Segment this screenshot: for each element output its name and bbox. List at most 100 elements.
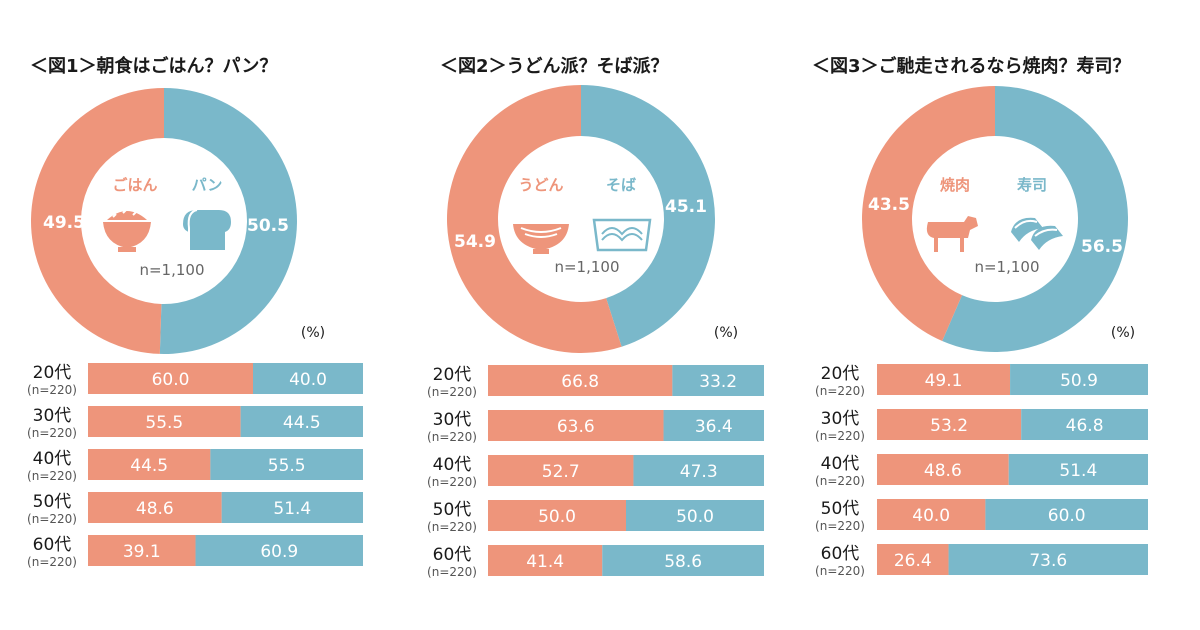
bar-segment-right — [221, 492, 363, 523]
bar-segment-left — [88, 406, 241, 437]
rice-bowl-icon — [103, 209, 151, 252]
bar-label-right: 40.0 — [289, 370, 327, 390]
bar-segment-left — [88, 535, 196, 566]
bar-label-left: 52.7 — [542, 462, 580, 482]
donut-category-right: 寿司 — [1017, 176, 1047, 194]
bar-label-left: 26.4 — [894, 551, 932, 571]
donut-category-right: そば — [606, 176, 636, 194]
bar-segment-left — [88, 449, 211, 480]
category-label: 50代 — [33, 492, 72, 512]
donut-value-left: 54.9 — [454, 232, 496, 252]
bar-label-left: 40.0 — [912, 506, 950, 526]
category-note: (n=220) — [27, 469, 77, 483]
donut-value-right: 50.5 — [247, 216, 289, 236]
bar-label-left: 48.6 — [136, 499, 174, 519]
category-note: (n=220) — [815, 564, 865, 578]
bar-label-right: 55.5 — [268, 456, 306, 476]
bar-segment-right — [602, 545, 764, 576]
category-label: 60代 — [433, 545, 472, 565]
bar-label-left: 55.5 — [145, 413, 183, 433]
category-label: 60代 — [33, 535, 72, 555]
bar-segment-right — [663, 410, 764, 441]
bar-segment-right — [195, 535, 363, 566]
bar-label-left: 39.1 — [123, 542, 161, 562]
category-label: 20代 — [33, 363, 72, 383]
sample-size: n=1,100 — [554, 258, 619, 276]
bar-label-right: 51.4 — [1059, 461, 1097, 481]
unit-label: (%) — [301, 325, 325, 341]
bar-label-left: 41.4 — [526, 552, 564, 572]
bar-label-right: 47.3 — [680, 462, 718, 482]
donut-category-left: 焼肉 — [940, 176, 970, 194]
bar-segment-left — [877, 454, 1009, 485]
bar-segment-left — [877, 409, 1022, 440]
category-note: (n=220) — [27, 555, 77, 569]
bar-label-left: 44.5 — [130, 456, 168, 476]
bar-label-right: 36.4 — [695, 417, 733, 437]
donut-slice-ごはん — [30, 88, 164, 354]
donut-category-left: ごはん — [112, 176, 157, 194]
bar-label-left: 53.2 — [930, 416, 968, 436]
category-label: 30代 — [821, 409, 860, 429]
bar-label-right: 58.6 — [664, 552, 702, 572]
bar-segment-left — [88, 363, 253, 394]
bar-label-left: 48.6 — [924, 461, 962, 481]
category-label: 40代 — [821, 454, 860, 474]
category-note: (n=220) — [815, 519, 865, 533]
chart-panel-3: ＜図3＞ご馳走されるなら焼肉？寿司？ 43.5 56.5 焼肉 寿司 n=1,100 (%)… — [800, 0, 1200, 630]
donut-slice-うどん — [446, 85, 622, 354]
bar-label-left: 50.0 — [538, 507, 576, 527]
bar-segment-right — [985, 499, 1148, 530]
category-label: 40代 — [33, 449, 72, 469]
category-label: 20代 — [433, 365, 472, 385]
category-label: 30代 — [433, 410, 472, 430]
bar-label-right: 33.2 — [699, 372, 737, 392]
bar-segment-right — [253, 363, 363, 394]
unit-label: (%) — [1111, 325, 1135, 341]
donut-slice-寿司 — [942, 86, 1128, 352]
bar-segment-left — [488, 365, 673, 396]
unit-label: (%) — [714, 325, 738, 341]
bar-segment-right — [1008, 454, 1148, 485]
donut-slice-パン — [159, 88, 297, 354]
donut-value-right: 45.1 — [665, 197, 707, 217]
bar-segment-right — [210, 449, 363, 480]
bar-label-right: 46.8 — [1066, 416, 1104, 436]
category-note: (n=220) — [427, 430, 477, 444]
sample-size: n=1,100 — [139, 261, 204, 279]
chart-title: ＜図2＞うどん派？そば派？ — [440, 56, 669, 77]
category-label: 60代 — [821, 544, 860, 564]
category-label: 40代 — [433, 455, 472, 475]
bar-label-left: 60.0 — [152, 370, 190, 390]
bar-label-right: 51.4 — [273, 499, 311, 519]
bar-label-left: 66.8 — [561, 372, 599, 392]
bar-segment-left — [877, 364, 1011, 395]
sample-size: n=1,100 — [974, 258, 1039, 276]
category-label: 20代 — [821, 364, 860, 384]
category-note: (n=220) — [427, 565, 477, 579]
udon-bowl-icon — [513, 224, 569, 254]
category-label: 50代 — [433, 500, 472, 520]
chart-svg-1: ＜図1＞朝食はごはん？パン？ 49.5 50.5 ごはん パン n=1,100 (%) 20代… — [27, 55, 363, 569]
category-label: 30代 — [33, 406, 72, 426]
donut-slice-そば — [581, 85, 715, 347]
bar-label-right: 60.0 — [1048, 506, 1086, 526]
bar-segment-right — [626, 500, 764, 531]
category-note: (n=220) — [27, 383, 77, 397]
chart-title: ＜図1＞朝食はごはん？パン？ — [30, 55, 277, 77]
bar-label-right: 73.6 — [1029, 551, 1067, 571]
category-note: (n=220) — [27, 426, 77, 440]
category-note: (n=220) — [815, 474, 865, 488]
bar-segment-right — [240, 406, 363, 437]
bar-label-right: 60.9 — [260, 542, 298, 562]
category-note: (n=220) — [427, 385, 477, 399]
chart-svg-3: ＜図3＞ご馳走されるなら焼肉？寿司？ 43.5 56.5 焼肉 寿司 n=1,100 (%)… — [812, 55, 1148, 578]
sushi-icon — [1011, 217, 1063, 250]
bar-label-left: 49.1 — [925, 371, 963, 391]
donut-category-left: うどん — [518, 176, 563, 194]
donut-slice-焼肉 — [862, 86, 995, 342]
bar-segment-left — [488, 455, 634, 486]
chart-panel-1: ＜図1＞朝食はごはん？パン？ 49.5 50.5 ごはん パン n=1,100 (%) 20代… — [0, 0, 400, 630]
bread-icon — [183, 209, 231, 250]
